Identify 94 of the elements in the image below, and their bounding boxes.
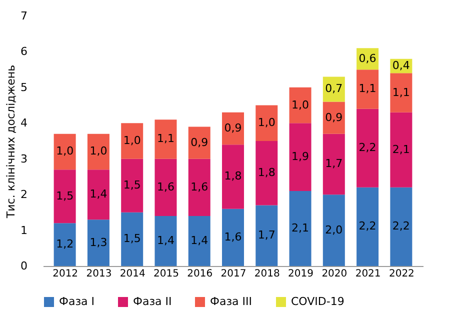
data-label: 1,9 (292, 150, 310, 164)
data-label: 1,0 (258, 116, 276, 130)
x-tick-label: 2021 (355, 268, 381, 280)
bar (54, 134, 76, 170)
data-label: 2,2 (392, 220, 410, 233)
bar (154, 216, 177, 266)
legend-label: Фаза I (59, 295, 95, 308)
bar (289, 123, 312, 191)
bar (322, 76, 345, 102)
y-tick-label: 6 (20, 45, 28, 58)
data-label: 2,1 (392, 142, 410, 156)
data-label: 2,1 (292, 222, 310, 234)
x-tick-label: 2017 (220, 268, 246, 280)
bar (54, 223, 76, 266)
data-label: 1,4 (90, 188, 108, 201)
data-label: 0,7 (325, 82, 343, 96)
bar (222, 208, 244, 266)
data-label: 1,2 (56, 238, 74, 251)
x-tick-label: 2013 (86, 268, 112, 280)
data-label: 1,5 (123, 178, 141, 192)
bar (188, 158, 210, 216)
bar (154, 120, 177, 159)
data-label: 1,6 (190, 180, 208, 194)
x-tick-label: 2022 (388, 268, 414, 280)
data-label: 1,5 (123, 232, 141, 246)
x-tick-label: 2012 (52, 268, 78, 280)
bar (390, 187, 412, 266)
data-label: 1,5 (56, 189, 74, 202)
data-label: 1,4 (156, 234, 174, 247)
bar (322, 102, 345, 134)
x-tick-label: 2019 (288, 268, 314, 280)
legend-label: COVID-19 (291, 295, 344, 308)
bar (322, 134, 345, 195)
data-label: 1,0 (123, 134, 141, 147)
bar (154, 158, 177, 216)
bar (256, 141, 278, 206)
data-label: 0,9 (190, 136, 208, 149)
data-label: 1,7 (325, 157, 343, 170)
bar (188, 126, 210, 159)
bar (87, 220, 110, 266)
bar (390, 112, 412, 188)
data-label: 1,0 (90, 144, 108, 158)
bar (356, 108, 379, 188)
y-axis-title: Тис. клінічних досліджень (4, 64, 18, 220)
bar (356, 70, 379, 109)
data-label: 0,9 (224, 122, 242, 134)
bar (256, 205, 278, 266)
bar (256, 105, 278, 141)
y-tick-label: 4 (20, 116, 28, 130)
data-label: 1,4 (190, 234, 208, 247)
y-tick-label: 0 (20, 260, 28, 272)
data-label: 0,4 (392, 59, 410, 72)
data-label: 1,1 (358, 82, 376, 96)
y-tick-label: 7 (20, 10, 28, 22)
bar (121, 158, 144, 212)
x-tick-label: 2020 (322, 268, 348, 280)
data-label: 1,8 (224, 170, 242, 183)
bar (222, 112, 244, 145)
data-label: 1,6 (156, 180, 174, 194)
legend-label: Фаза III (210, 295, 252, 308)
y-tick-label: 5 (20, 80, 28, 94)
bar (289, 191, 312, 266)
legend-label: Фаза II (133, 295, 172, 308)
bar (54, 170, 76, 224)
data-label: 1,0 (292, 98, 310, 112)
data-label: 1,3 (90, 236, 108, 249)
data-label: 2,0 (325, 223, 343, 236)
data-label: 2,2 (358, 220, 376, 233)
bar (356, 187, 379, 266)
x-tick-label: 2015 (154, 268, 179, 280)
bar (390, 73, 412, 112)
y-tick-label: 2 (20, 188, 28, 202)
data-label: 1,0 (56, 144, 74, 158)
y-tick-label: 3 (20, 152, 28, 166)
bar (121, 123, 144, 159)
bar (87, 170, 110, 220)
x-tick-label: 2018 (254, 268, 280, 280)
bar (222, 144, 244, 209)
x-tick-label: 2016 (187, 268, 213, 280)
data-label: 1,1 (156, 132, 174, 146)
bar (87, 134, 110, 170)
bar (121, 212, 144, 266)
y-tick-label: 1 (20, 224, 28, 237)
data-label: 2,2 (358, 141, 376, 154)
bar (188, 216, 210, 266)
data-label: 1,6 (224, 230, 242, 244)
x-tick-label: 2014 (120, 268, 146, 280)
data-label: 1,8 (258, 166, 276, 180)
data-label: 0,9 (325, 110, 343, 124)
bar (322, 194, 345, 266)
bar (289, 87, 312, 124)
data-label: 1,7 (258, 228, 276, 242)
data-label: 1,1 (392, 86, 410, 99)
data-label: 0,6 (358, 52, 376, 65)
